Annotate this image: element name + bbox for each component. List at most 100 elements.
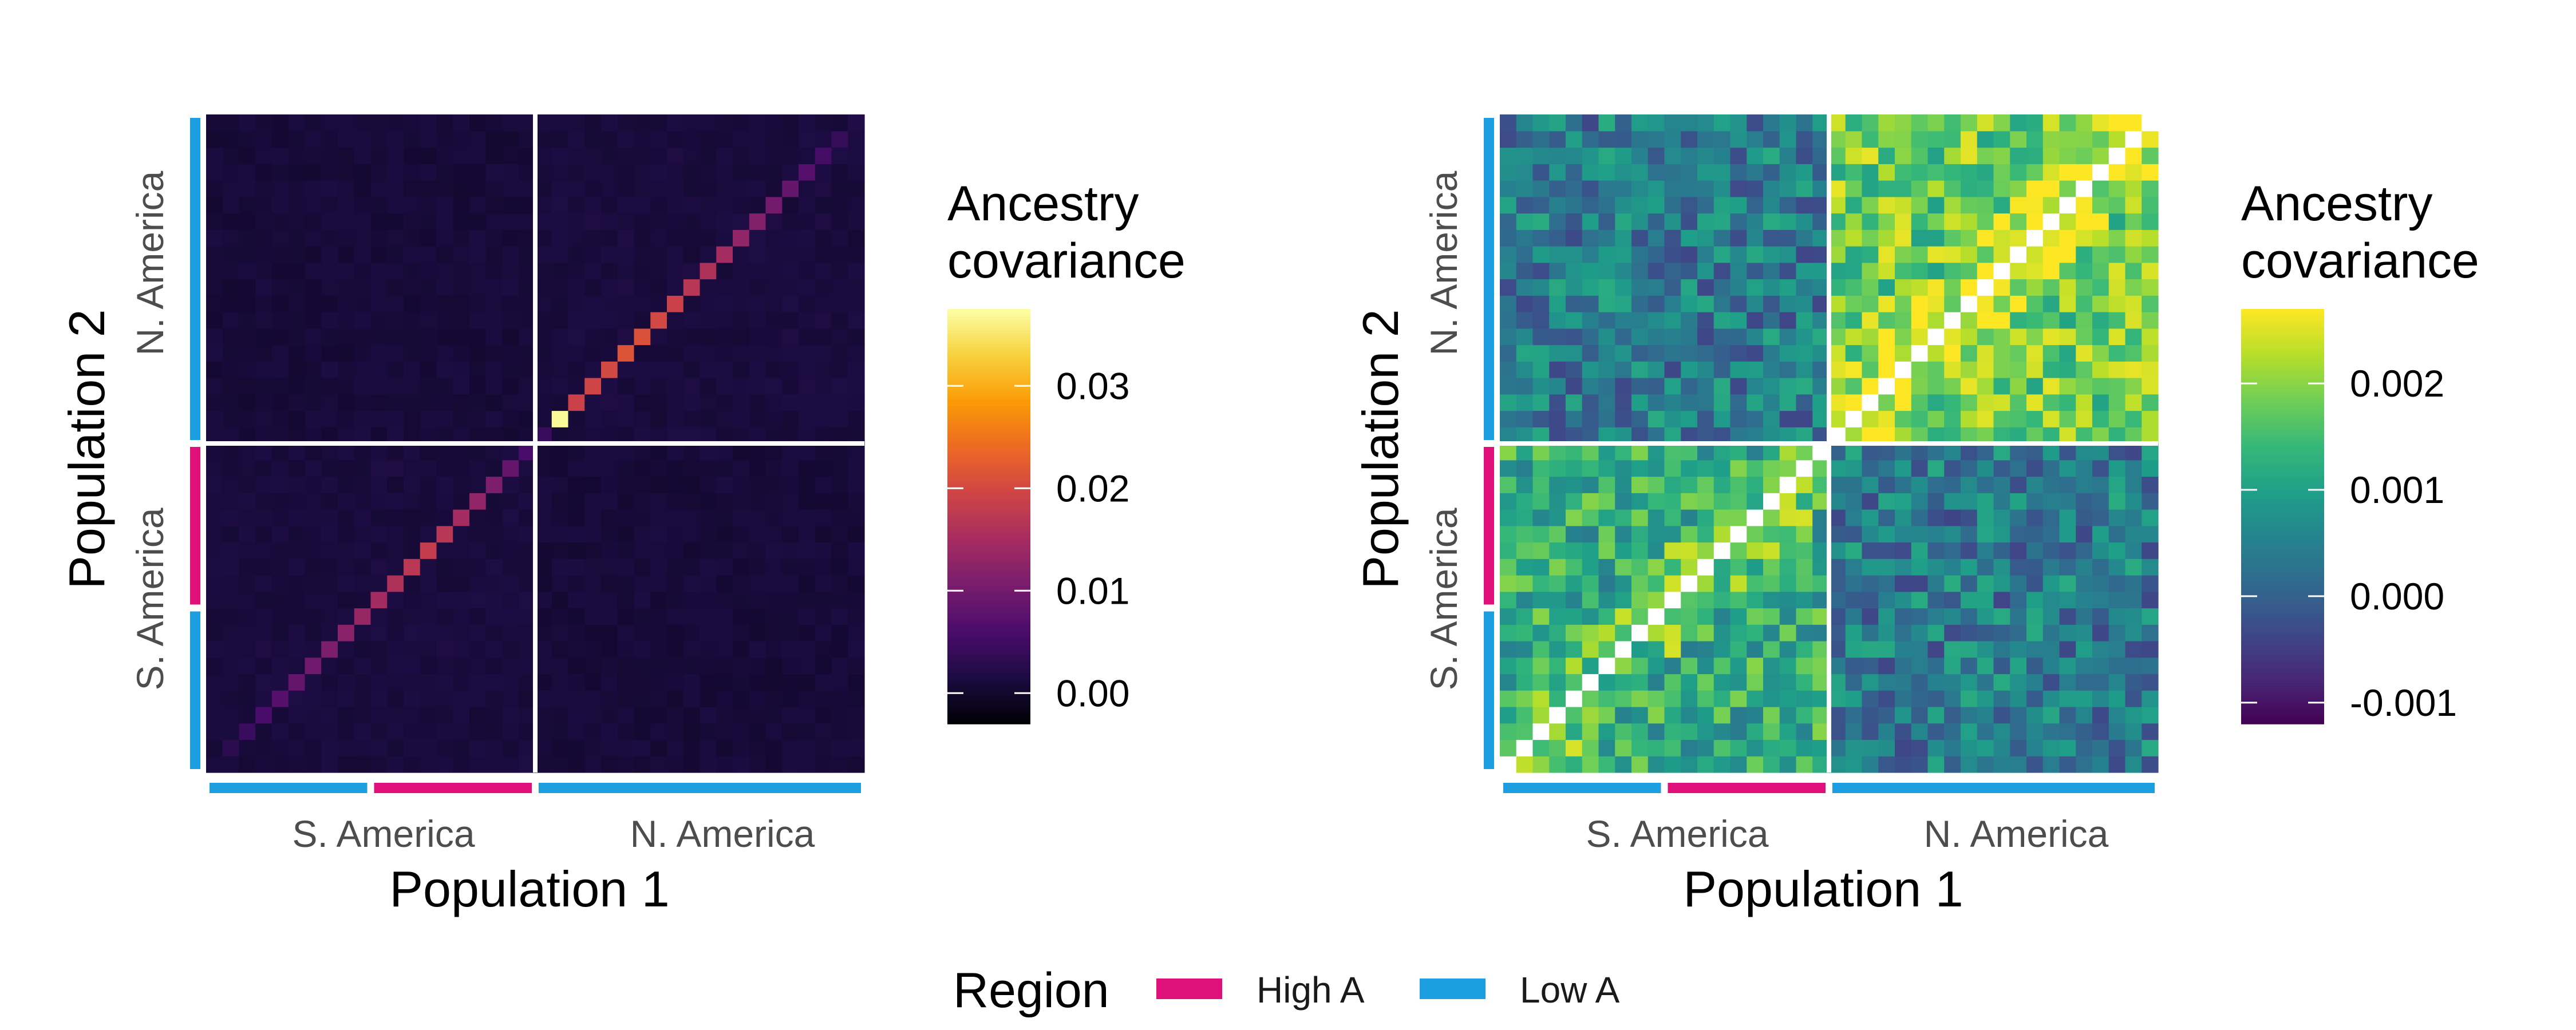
heatmap-cell — [206, 476, 223, 493]
heatmap-cell — [1895, 641, 1912, 658]
heatmap-cell — [1664, 344, 1681, 362]
heatmap-cell — [1516, 295, 1534, 312]
heatmap-cell — [683, 739, 701, 756]
heatmap-cell — [255, 756, 272, 773]
heatmap-cell — [1911, 509, 1929, 526]
heatmap-cell — [733, 427, 750, 444]
heatmap-cell — [1763, 164, 1780, 181]
heatmap-cell — [700, 246, 717, 263]
colorbar-segment — [2241, 509, 2324, 514]
heatmap-cell — [568, 608, 585, 625]
heatmap-cell — [1582, 493, 1599, 510]
heatmap-cell — [519, 180, 536, 197]
heatmap-cell — [321, 624, 338, 641]
heatmap-cell — [485, 558, 503, 576]
heatmap-cell — [206, 246, 223, 263]
heatmap-cell — [272, 707, 289, 724]
heatmap-cell — [584, 410, 602, 427]
heatmap-cell — [1598, 229, 1615, 247]
heatmap-cell — [551, 213, 569, 230]
heatmap-cell — [2125, 525, 2142, 543]
heatmap-cell — [469, 443, 487, 461]
heatmap-cell — [1631, 344, 1649, 362]
heatmap-cell — [551, 509, 569, 526]
heatmap-cell — [1927, 476, 1945, 493]
heatmap-cell — [1664, 378, 1681, 395]
heatmap-cell — [1730, 279, 1747, 296]
colorbar-segment — [947, 565, 1030, 569]
heatmap-cell — [370, 147, 388, 164]
heatmap-cell — [601, 130, 618, 148]
heatmap-cell — [1681, 361, 1698, 378]
heatmap-cell — [1977, 394, 1994, 411]
heatmap-cell — [436, 542, 453, 559]
heatmap-cell — [1845, 130, 1863, 148]
heatmap-cell — [2059, 476, 2076, 493]
heatmap-cell — [206, 279, 223, 296]
heatmap-cell — [1631, 591, 1649, 609]
heatmap-cell — [1516, 114, 1534, 132]
heatmap-cell — [1829, 674, 1846, 691]
heatmap-cell — [502, 558, 519, 576]
heatmap-cell — [568, 344, 585, 362]
heatmap-cell — [288, 707, 306, 724]
heatmap-cell — [1927, 542, 1945, 559]
heatmap-cell — [453, 525, 470, 543]
heatmap-cell — [1582, 690, 1599, 707]
heatmap-cell — [1944, 213, 1961, 230]
heatmap-cell — [239, 229, 256, 247]
y-region-bars-1 — [190, 118, 200, 769]
heatmap-cell — [1582, 459, 1599, 477]
heatmap-cell — [1713, 509, 1731, 526]
heatmap-cell — [1796, 443, 1813, 461]
heatmap-cell — [2125, 279, 2142, 296]
heatmap-cell — [601, 262, 618, 280]
colorbar-segment — [947, 357, 1030, 362]
heatmap-cell — [1812, 147, 1830, 164]
colorbar-segment — [947, 516, 1030, 521]
heatmap-cell — [1911, 575, 1929, 592]
heatmap-cell — [2092, 756, 2109, 773]
heatmap-cell — [765, 312, 783, 329]
heatmap-cell — [1977, 410, 1994, 427]
heatmap-cell — [436, 756, 453, 773]
heatmap-cell — [387, 542, 404, 559]
heatmap-cell — [321, 739, 338, 756]
heatmap-cell — [485, 147, 503, 164]
heatmap-cell — [1566, 459, 1583, 477]
heatmap-cell — [848, 509, 865, 526]
heatmap-cell — [1763, 443, 1780, 461]
heatmap-cell — [782, 459, 799, 477]
heatmap-cell — [831, 723, 848, 740]
heatmap-cell — [1993, 476, 2010, 493]
colorbar-segment — [947, 592, 1030, 597]
heatmap-cell — [502, 344, 519, 362]
heatmap-cell — [519, 344, 536, 362]
heatmap-cell — [1747, 690, 1764, 707]
heatmap-cell — [485, 509, 503, 526]
heatmap-cell — [831, 196, 848, 214]
heatmap-cell — [2026, 690, 2044, 707]
heatmap-cell — [321, 641, 338, 658]
colorbar-segment — [947, 502, 1030, 507]
heatmap-cell — [2042, 674, 2060, 691]
heatmap-cell — [1681, 427, 1698, 444]
heatmap-cell — [2142, 213, 2159, 230]
heatmap-cell — [568, 246, 585, 263]
y-region-bar-segment — [190, 611, 200, 769]
heatmap-cell — [667, 624, 684, 641]
heatmap-cell — [1500, 558, 1517, 576]
heatmap-cell — [733, 164, 750, 181]
heatmap-cell — [1664, 328, 1681, 346]
heatmap-cell — [2108, 525, 2126, 543]
heatmap-cell — [1961, 723, 1978, 740]
heatmap-cell — [502, 279, 519, 296]
colorbar-segment — [2241, 447, 2324, 451]
heatmap-cell — [799, 378, 816, 395]
heatmap-cell — [1878, 657, 1895, 675]
heatmap-cell — [1631, 641, 1649, 658]
heatmap-cell — [1862, 344, 1879, 362]
heatmap-cell — [420, 558, 437, 576]
heatmap-cell — [1993, 213, 2010, 230]
heatmap-cell — [404, 723, 421, 740]
